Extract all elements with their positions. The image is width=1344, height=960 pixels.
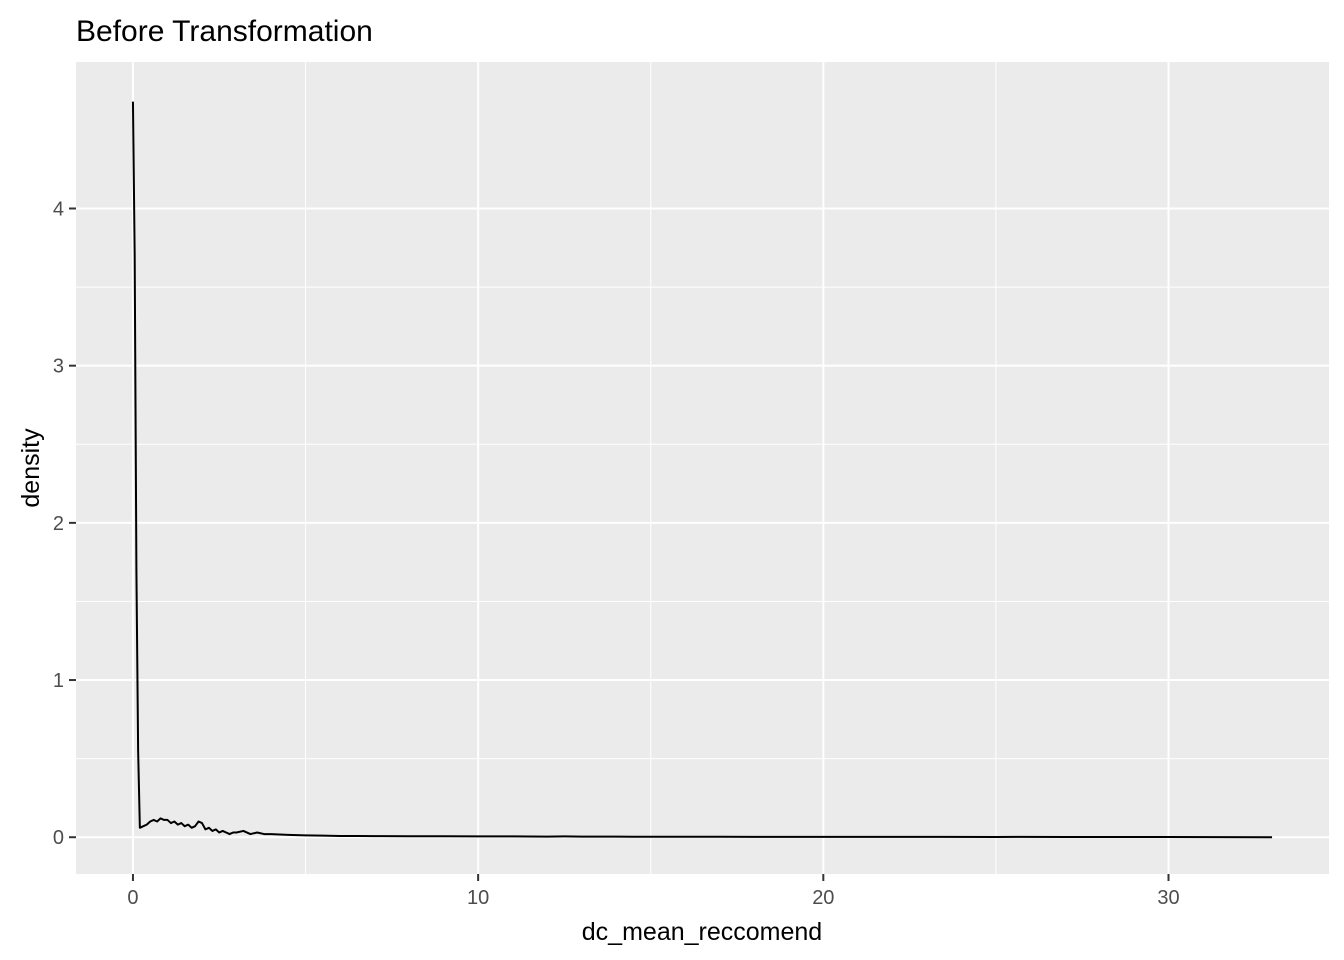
y-tick-label: 2 xyxy=(53,513,64,535)
y-tick-label: 0 xyxy=(53,827,64,849)
density-line xyxy=(131,101,1273,839)
x-tick-label: 30 xyxy=(1157,887,1179,909)
y-axis: 0 1 2 3 4 xyxy=(53,198,76,849)
major-gridlines xyxy=(76,62,1329,874)
x-tick-label: 10 xyxy=(467,887,489,909)
x-tick-label: 20 xyxy=(812,887,834,909)
x-axis-title: dc_mean_reccomend xyxy=(582,918,822,946)
y-tick-label: 3 xyxy=(53,356,64,378)
x-tick-label: 0 xyxy=(127,887,138,909)
chart-title: Before Transformation xyxy=(76,15,373,48)
y-tick-label: 4 xyxy=(53,198,64,220)
plot-panel xyxy=(76,62,1329,874)
x-axis: 0 10 20 30 xyxy=(127,874,1180,909)
y-axis-title: density xyxy=(17,428,45,508)
minor-gridlines xyxy=(76,62,1329,874)
y-tick-label: 1 xyxy=(53,670,64,692)
series-layer xyxy=(131,101,1273,839)
